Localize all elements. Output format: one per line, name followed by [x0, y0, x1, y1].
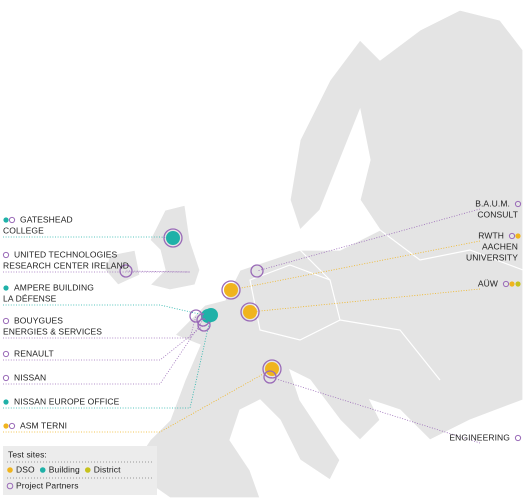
dso-icon	[515, 233, 521, 239]
leader-line	[3, 324, 205, 361]
legend-label: Building	[49, 464, 80, 474]
site-marker	[265, 362, 279, 376]
partner-icon	[2, 350, 10, 358]
partner-icon	[8, 422, 16, 430]
building-icon	[39, 467, 46, 473]
site-label: B.A.U.M.	[475, 198, 510, 208]
dso-icon	[7, 467, 13, 473]
partner-marker	[240, 302, 260, 322]
partner-icon	[6, 482, 14, 490]
site-marker	[166, 231, 180, 245]
leader-line	[249, 288, 481, 313]
partner-marker	[163, 228, 183, 248]
partner-icon	[502, 280, 510, 288]
site-label: NISSAN	[14, 372, 46, 382]
site-marker	[243, 305, 257, 319]
site-label: RENAULT	[14, 348, 54, 358]
legend-title: Test sites:	[8, 449, 47, 459]
legend-label: Project Partners	[16, 480, 79, 490]
legend-label: District	[94, 464, 121, 474]
partner-icon	[514, 200, 522, 208]
leader-line	[230, 240, 481, 291]
site-label: NISSAN EUROPE OFFICE	[14, 396, 120, 406]
partner-icon	[8, 216, 16, 224]
site-label: RWTH	[478, 230, 504, 240]
legend-label: DSO	[16, 464, 35, 474]
site-label: RESEARCH CENTER IRELAND	[3, 260, 129, 270]
partner-icon	[514, 434, 522, 442]
site-label: UNITED TECHNOLOGIES	[14, 249, 118, 259]
site-label: UNIVERSITY	[466, 252, 518, 262]
partner-icon	[508, 232, 516, 240]
partner-marker	[119, 264, 133, 278]
site-label: ASM TERNI	[20, 420, 67, 430]
district-icon	[84, 467, 91, 473]
leader-line	[3, 270, 191, 273]
partner-icon	[2, 317, 10, 325]
site-label: GATESHEAD	[20, 214, 73, 224]
landmass	[104, 9, 523, 498]
site-label: AACHEN	[482, 241, 518, 251]
dso-icon	[3, 423, 9, 429]
site-label: BOUYGUES	[14, 315, 63, 325]
site-label: COLLEGE	[3, 225, 44, 235]
partner-icon	[2, 374, 10, 382]
site-label: CONSULT	[477, 209, 518, 219]
building-icon	[3, 285, 9, 291]
site-label: AÜW	[478, 278, 498, 288]
building-icon	[3, 217, 9, 223]
leader-line	[3, 314, 212, 409]
dso-icon	[509, 281, 515, 287]
site-marker	[204, 308, 218, 322]
leader-line	[269, 376, 481, 444]
building-icon	[3, 399, 9, 405]
partner-marker	[189, 309, 203, 323]
site-marker	[224, 283, 238, 297]
partner-marker	[250, 264, 264, 278]
leader-line	[3, 319, 204, 385]
partner-marker	[262, 359, 282, 379]
site-label: ENERGIES & SERVICES	[3, 326, 102, 336]
partner-icon	[2, 251, 10, 259]
partner-marker	[197, 318, 211, 332]
leader-line	[3, 368, 273, 433]
partner-marker	[221, 280, 241, 300]
legend-box	[3, 446, 157, 495]
site-label: ENGINEERING	[449, 432, 510, 442]
site-label: LA DÉFENSE	[3, 293, 57, 303]
leader-line	[3, 236, 174, 239]
partner-marker	[263, 370, 277, 384]
leader-line	[256, 208, 481, 272]
district-icon	[515, 281, 521, 287]
site-label: AMPERE BUILDING	[14, 282, 94, 292]
